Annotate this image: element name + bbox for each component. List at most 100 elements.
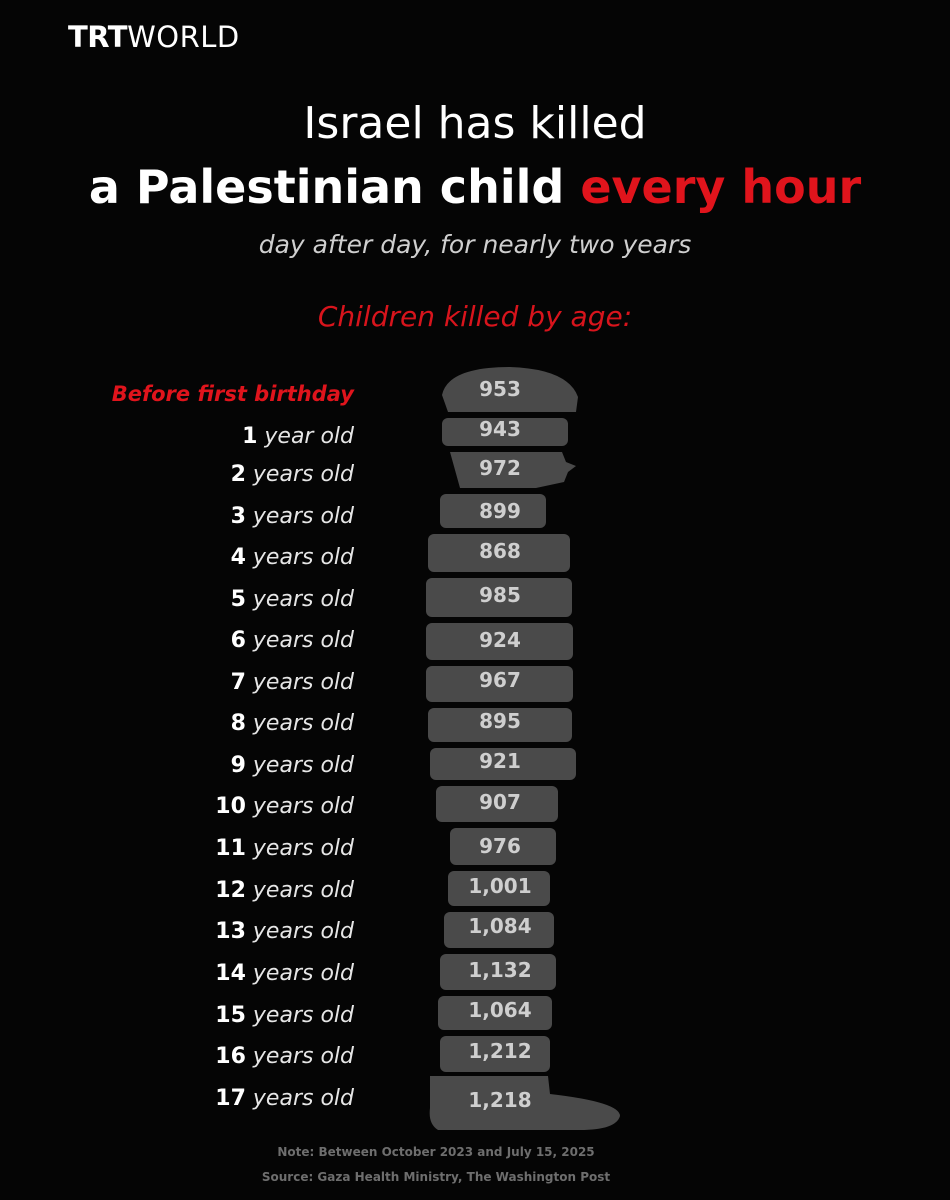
age-label: 17 years old	[215, 1086, 354, 1112]
age-number: 12	[215, 878, 246, 903]
value-label: 976	[479, 834, 521, 858]
silhouette-segment-13	[444, 912, 554, 948]
trt-world-logo: TRTWORLD	[68, 20, 240, 54]
age-label: 10 years old	[215, 794, 354, 820]
age-unit: years old	[245, 670, 354, 695]
age-number: 9	[230, 753, 246, 778]
headline-subtitle: day after day, for nearly two years	[258, 230, 692, 259]
age-unit: years old	[245, 1003, 354, 1028]
age-unit: years old	[245, 1044, 354, 1069]
value-label: 1,084	[468, 914, 531, 938]
silhouette-segment-17	[429, 1076, 620, 1130]
age-label: 15 years old	[215, 1003, 354, 1029]
age-label: 6 years old	[231, 628, 354, 654]
value-label: 899	[479, 499, 521, 523]
age-unit: years old	[245, 545, 354, 570]
headline-accent-text: every hour	[580, 160, 862, 214]
age-label: 8 years old	[231, 711, 354, 737]
value-label: 907	[479, 790, 521, 814]
headline-line-2: a Palestinian child every hour	[0, 160, 950, 214]
silhouette-segment-8	[428, 708, 572, 742]
age-label: 2 years old	[231, 462, 354, 488]
age-number: 8	[230, 711, 246, 736]
age-number: 3	[230, 504, 246, 529]
silhouette-segment-2	[450, 452, 576, 488]
value-label: 868	[479, 539, 521, 563]
age-label: 14 years old	[215, 961, 354, 987]
value-label: 972	[479, 456, 521, 480]
value-label: 924	[479, 628, 521, 652]
age-label: 1 year old	[242, 424, 354, 450]
value-label: 895	[479, 709, 521, 733]
silhouette-segment-6	[426, 623, 573, 660]
value-label: 1,001	[468, 874, 531, 898]
age-unit: years old	[245, 504, 354, 529]
age-number: 17	[215, 1086, 246, 1111]
age-number: 11	[215, 836, 246, 861]
silhouette-segment-16	[440, 1036, 550, 1072]
value-label: 1,212	[468, 1039, 531, 1063]
logo-light-text: WORLD	[127, 20, 240, 54]
age-number: 6	[230, 628, 246, 653]
age-number: 2	[230, 462, 246, 487]
value-label: 1,218	[468, 1088, 531, 1112]
silhouette-segment-3	[440, 494, 546, 528]
age-unit: years old	[245, 587, 354, 612]
age-label: 16 years old	[215, 1044, 354, 1070]
age-label: 12 years old	[215, 878, 354, 904]
age-label: 4 years old	[231, 545, 354, 571]
footer-note: Note: Between October 2023 and July 15, …	[277, 1145, 595, 1159]
age-unit: years old	[245, 711, 354, 736]
value-label: 953	[479, 377, 521, 401]
silhouette-segment-7	[426, 666, 573, 702]
age-unit: years old	[245, 753, 354, 778]
age-unit: years old	[245, 628, 354, 653]
age-number: 14	[215, 961, 246, 986]
age-unit: years old	[245, 462, 354, 487]
age-unit: Before first birthday	[111, 382, 354, 406]
silhouette-segment-0	[442, 367, 578, 412]
logo-strong-text: TRT	[68, 20, 128, 54]
age-label: 11 years old	[215, 836, 354, 862]
age-number: 7	[230, 670, 246, 695]
age-label: 13 years old	[215, 919, 354, 945]
age-number: 10	[215, 794, 246, 819]
silhouette-segment-15	[438, 996, 552, 1030]
age-unit: years old	[245, 919, 354, 944]
silhouette-segment-14	[440, 954, 556, 990]
silhouette-segment-11	[450, 828, 556, 865]
age-unit: years old	[245, 1086, 354, 1111]
headline-main-text: a Palestinian child	[88, 160, 581, 214]
age-number: 13	[215, 919, 246, 944]
silhouette-segment-4	[428, 534, 570, 572]
silhouette-segment-5	[426, 578, 572, 617]
age-label: Before first birthday	[112, 381, 354, 407]
age-unit: years old	[245, 878, 354, 903]
value-label: 1,064	[468, 998, 531, 1022]
age-label: 3 years old	[231, 504, 354, 530]
value-label: 967	[479, 668, 521, 692]
age-label: 9 years old	[231, 753, 354, 779]
age-number: 4	[230, 545, 246, 570]
age-unit: years old	[245, 961, 354, 986]
age-unit: years old	[245, 794, 354, 819]
age-number: 15	[215, 1003, 246, 1028]
silhouette-segment-1	[442, 418, 568, 446]
footer-source: Source: Gaza Health Ministry, The Washin…	[261, 1170, 611, 1184]
silhouette-segment-10	[436, 786, 558, 822]
age-unit: year old	[257, 424, 354, 449]
silhouette-segment-9	[430, 748, 576, 780]
age-number: 5	[230, 587, 246, 612]
chart-title: Children killed by age:	[317, 300, 633, 333]
age-label: 5 years old	[231, 587, 354, 613]
value-label: 921	[479, 749, 521, 773]
value-label: 943	[479, 417, 521, 441]
age-unit: years old	[245, 836, 354, 861]
value-label: 985	[479, 583, 521, 607]
silhouette-segment-12	[448, 871, 550, 906]
age-number: 1	[242, 424, 258, 449]
headline-line-1: Israel has killed	[303, 98, 647, 149]
value-label: 1,132	[468, 958, 531, 982]
age-label: 7 years old	[231, 670, 354, 696]
